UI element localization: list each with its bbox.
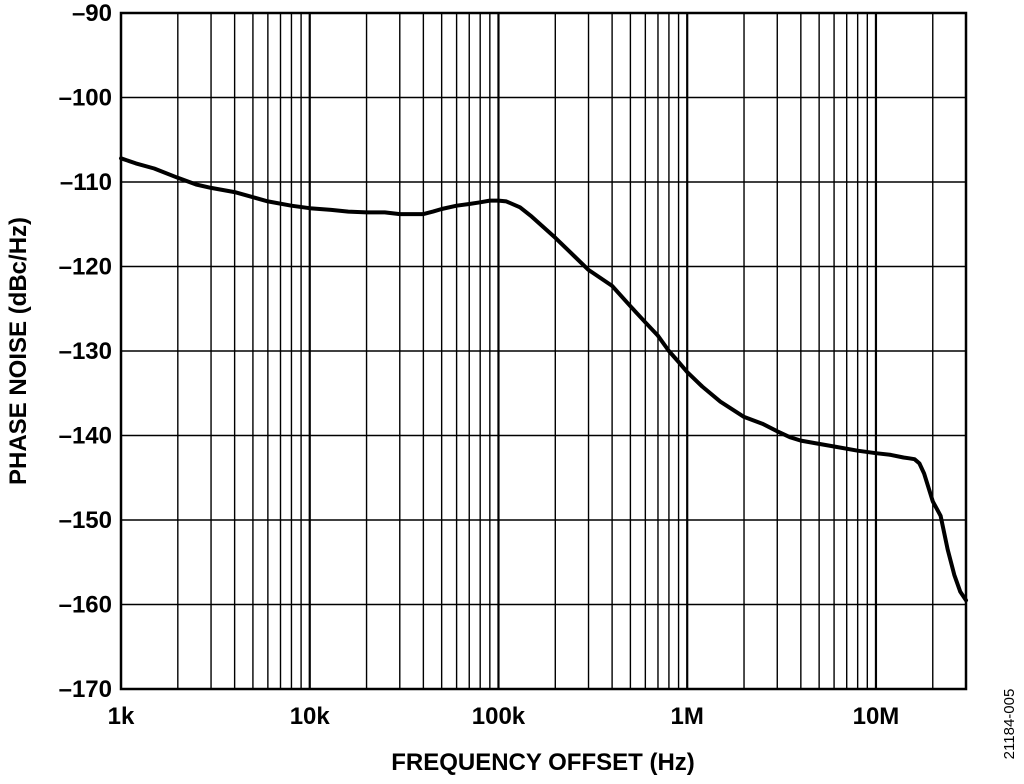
figure-id: 21184-005: [1001, 689, 1018, 760]
series-line: [119, 156, 968, 603]
y-tick-label: –130: [59, 338, 112, 365]
x-tick-label: 10M: [853, 703, 900, 730]
x-tick-label: 100k: [472, 703, 526, 730]
y-tick-label: –120: [59, 254, 112, 281]
y-tick-labels: –90 –100 –110 –120 –130 –140 –150 –160 –170: [59, 0, 112, 703]
grid-major: [121, 13, 966, 689]
y-tick-label: –160: [59, 592, 112, 619]
y-axis-title: PHASE NOISE (dBc/Hz): [5, 217, 32, 485]
y-tick-label: –140: [59, 423, 112, 450]
y-tick-label: –100: [59, 85, 112, 112]
y-tick-label: –110: [60, 169, 112, 196]
y-tick-label: –170: [59, 676, 112, 703]
y-tick-label: –90: [72, 0, 112, 27]
plot-frame: [119, 11, 968, 691]
x-tick-label: 10k: [290, 703, 331, 730]
x-tick-label: 1k: [108, 703, 135, 730]
x-tick-labels: 1k 10k 100k 1M 10M: [108, 703, 900, 730]
x-tick-label: 1M: [671, 703, 704, 730]
x-axis-title: FREQUENCY OFFSET (Hz): [391, 749, 695, 776]
y-tick-label: –150: [59, 507, 112, 534]
